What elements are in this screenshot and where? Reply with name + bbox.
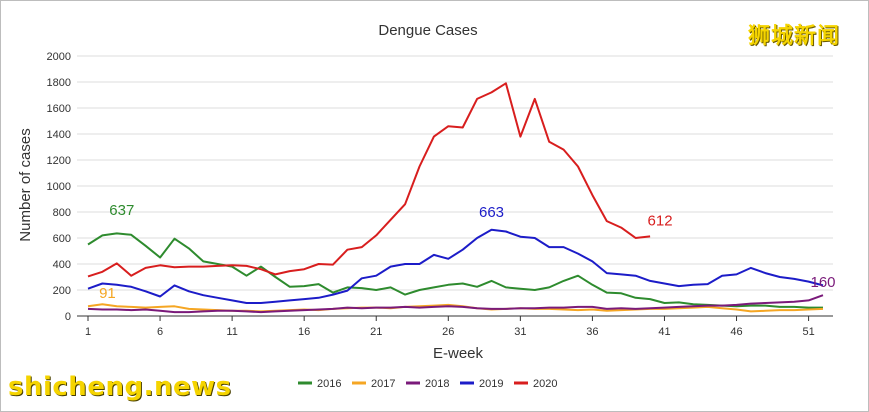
annotation-label: 637 bbox=[109, 202, 134, 219]
y-tick-label: 200 bbox=[53, 285, 71, 297]
x-tick-label: 36 bbox=[586, 326, 598, 338]
x-tick-label: 26 bbox=[442, 326, 454, 338]
y-axis-ticks: 0 200 400 600 800 1000 1200 1400 1600 1800 2000 bbox=[47, 51, 71, 323]
chart-title: Dengue Cases bbox=[378, 22, 477, 39]
x-tick-label: 41 bbox=[658, 326, 670, 338]
series-line-2018 bbox=[87, 294, 824, 314]
x-tick-label: 21 bbox=[370, 326, 382, 338]
x-tick-label: 51 bbox=[802, 326, 814, 338]
x-tick-label: 46 bbox=[730, 326, 742, 338]
y-tick-label: 1600 bbox=[47, 103, 71, 115]
y-tick-label: 400 bbox=[53, 259, 71, 271]
watermark-cn: 狮城新闻 bbox=[748, 24, 841, 49]
x-tick-label: 1 bbox=[85, 326, 91, 338]
series-line-2016 bbox=[87, 232, 823, 309]
annotation-label: 91 bbox=[99, 285, 116, 302]
legend-item-2018[interactable]: 2018 bbox=[406, 378, 449, 390]
legend[interactable]: 2016 2017 2018 2019 2020 bbox=[298, 378, 557, 390]
watermark-en: shicheng.news bbox=[8, 372, 232, 402]
y-tick-label: 0 bbox=[65, 311, 71, 323]
legend-item-2020[interactable]: 2020 bbox=[514, 378, 557, 390]
x-axis-ticks: 1 6 11 16 21 26 31 36 41 46 51 bbox=[85, 316, 815, 338]
y-tick-label: 1800 bbox=[47, 77, 71, 89]
series-line-2019 bbox=[87, 228, 824, 304]
y-tick-label: 600 bbox=[53, 233, 71, 245]
legend-item-2016[interactable]: 2016 bbox=[298, 378, 341, 390]
x-tick-label: 16 bbox=[298, 326, 310, 338]
series-lines bbox=[87, 82, 824, 314]
grid-lines bbox=[77, 55, 833, 291]
y-tick-label: 1400 bbox=[47, 129, 71, 141]
legend-item-2017[interactable]: 2017 bbox=[352, 378, 395, 390]
legend-label: 2016 bbox=[317, 378, 341, 390]
legend-item-2019[interactable]: 2019 bbox=[460, 378, 503, 390]
annotation-label: 663 bbox=[479, 204, 504, 221]
y-tick-label: 1200 bbox=[47, 155, 71, 167]
x-tick-label: 6 bbox=[157, 326, 163, 338]
annotation-label: 612 bbox=[648, 212, 673, 229]
y-tick-label: 2000 bbox=[47, 51, 71, 63]
legend-label: 2018 bbox=[425, 378, 449, 390]
y-tick-label: 800 bbox=[53, 207, 71, 219]
legend-label: 2020 bbox=[533, 378, 557, 390]
legend-label: 2019 bbox=[479, 378, 503, 390]
x-tick-label: 31 bbox=[514, 326, 526, 338]
x-tick-label: 11 bbox=[226, 326, 237, 338]
y-axis-label: Number of cases bbox=[17, 128, 34, 241]
series-line-2020 bbox=[87, 82, 651, 278]
annotation-label: 160 bbox=[810, 274, 835, 291]
legend-label: 2017 bbox=[371, 378, 395, 390]
y-tick-label: 1000 bbox=[47, 181, 71, 193]
data-annotations: 637 91 663 612 160 bbox=[99, 202, 835, 302]
x-axis-label: E-week bbox=[433, 345, 484, 362]
